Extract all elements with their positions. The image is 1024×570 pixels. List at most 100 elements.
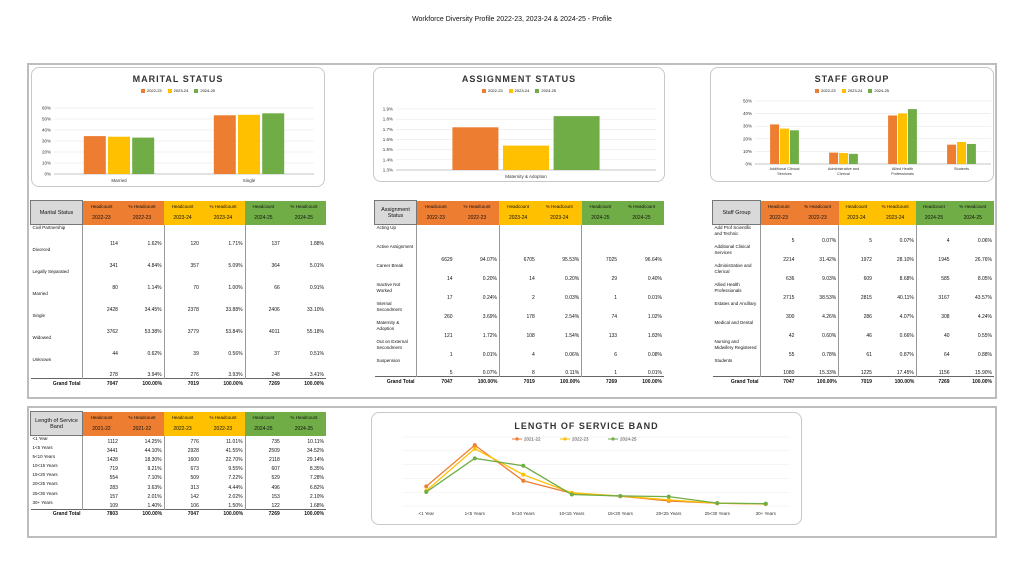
table-row: Add Prof Scientific and Technic 5 0.07% 5 0.…	[713, 224, 995, 244]
x-tick-label: Additional Clinical	[770, 167, 800, 171]
total-cell: 7269	[245, 378, 282, 389]
cell: 10.11%	[307, 438, 324, 445]
column-header: Headcount	[82, 200, 120, 212]
cell: 109	[81, 499, 120, 509]
table-row: Married 2428 34.45% 2378 33.88% 2406 33.10%	[31, 290, 327, 313]
cell: 0.78%	[822, 351, 837, 358]
cell: 1.72%	[482, 332, 497, 339]
cell: 4	[915, 224, 952, 244]
column-header: % Headcount	[796, 200, 839, 212]
cell: 5	[838, 224, 874, 244]
cell: 7.22%	[228, 475, 243, 482]
cell: 1225	[838, 357, 874, 377]
cell: 5	[760, 224, 797, 244]
cell: 0.07%	[899, 237, 914, 244]
column-header: Headcount	[82, 411, 120, 423]
x-tick-label: Clerical	[837, 172, 850, 176]
cell: 153	[244, 490, 282, 500]
row-label: Allied Health Professionals	[714, 281, 742, 293]
cell: 0.40%	[647, 275, 662, 282]
y-tick-label: 50%	[42, 117, 51, 122]
bar	[829, 152, 839, 164]
column-header: Headcount	[760, 200, 797, 212]
data-point	[424, 490, 429, 495]
cell: 15.33%	[819, 370, 837, 376]
table-row: Civil Partnership 114 1.62% 120 1.71% 137 1.88…	[31, 224, 327, 247]
row-label: Active Assignment	[376, 243, 414, 249]
marital-chart-title: MARITAL STATUS	[132, 74, 224, 84]
column-year: 2022-23	[119, 211, 165, 225]
cell: 286	[838, 300, 874, 320]
total-row: Grand Total 7047 100.00% 7019 100.00% 7269 100…	[374, 376, 664, 387]
cell: 53.84%	[225, 328, 243, 335]
table-row: 5<10 Years 1428 18.30% 1600 22.70% 2118 29.14%	[31, 453, 327, 464]
column-header: % Headcount	[281, 411, 326, 423]
data-table: Length of Service Band Headcount% Headcou…	[30, 411, 326, 519]
x-tick-label: 1<5 Years	[465, 511, 486, 516]
row-label: 5<10 Years	[32, 453, 56, 459]
cell: 5.09%	[228, 262, 243, 269]
cell: 121	[415, 319, 455, 339]
column-header: Headcount	[164, 200, 201, 212]
column-header: % Headcount	[119, 200, 165, 212]
table-row: Suspension 5 0.07% 8 0.11% 1 0.01%	[375, 357, 665, 377]
column-header: % Headcount	[873, 200, 917, 212]
total-cell: 100.00%	[454, 376, 500, 387]
y-tick-label: 1.5%	[383, 147, 393, 152]
row-label: Administrative and Clerical	[714, 262, 752, 274]
column-year: 2022-23	[200, 422, 246, 436]
cell: 0.01%	[647, 370, 662, 376]
cell: 26.76%	[975, 256, 992, 263]
cell: 0.60%	[822, 332, 837, 339]
bar	[83, 136, 106, 174]
cell: 2378	[163, 290, 201, 313]
cell: 735	[244, 435, 282, 445]
x-tick-label: 25<30 Years	[705, 511, 731, 516]
cell: 3.69%	[482, 313, 497, 320]
cell: 0.24%	[482, 294, 497, 301]
total-label: Grand Total	[712, 376, 761, 387]
cell: 157	[81, 490, 120, 500]
table-row: 10<15 Years 719 9.21% 673 9.55% 607 8.35%	[31, 463, 327, 473]
table-row: Students 1080 15.33% 1225 17.45% 1156 15.90%	[713, 357, 995, 377]
legend-item: 2022-23	[814, 88, 836, 93]
column-year: 2022-23	[82, 211, 120, 225]
y-tick-label: 1.6%	[383, 137, 393, 142]
table-row: 20<25 Years 283 3.63% 313 4.44% 496 6.82%	[31, 481, 327, 491]
table-title: Marital Status	[30, 200, 83, 225]
legend-marker	[611, 437, 615, 441]
cell: 0.06%	[565, 351, 580, 358]
cell: 106	[163, 499, 201, 509]
column-header: % Headcount	[951, 200, 994, 212]
cell: 3762	[81, 312, 120, 335]
y-tick-label: 30%	[42, 139, 51, 144]
total-cell: 7269	[581, 376, 620, 387]
y-tick-label: 60%	[42, 106, 51, 111]
bar	[839, 153, 848, 164]
bar	[888, 115, 898, 164]
bar	[770, 124, 780, 164]
column-year: 2021-22	[119, 422, 165, 436]
bar	[262, 113, 285, 174]
data-point	[472, 456, 477, 461]
data-point	[569, 492, 574, 497]
cell: 2509	[244, 444, 282, 454]
row-label: Students	[714, 357, 733, 363]
column-header: Headcount	[245, 200, 282, 212]
cell: 39	[163, 334, 201, 357]
column-header: % Headcount	[454, 200, 500, 212]
cell: 70	[163, 268, 201, 291]
cell: 5.01%	[309, 262, 324, 269]
cell: 4011	[244, 312, 282, 335]
data-table: Assignment Status Headcount% Headcount Hea…	[374, 200, 664, 387]
total-cell: 100.00%	[619, 376, 664, 387]
cell: 5	[415, 357, 455, 377]
cell: 585	[915, 262, 952, 282]
table-row: Maternity & Adoption 121 1.72% 108 1.54% 133 1…	[375, 319, 665, 339]
marital-legend: 2022-23 2023-24 2024-25	[32, 88, 324, 93]
cell: 1.68%	[309, 502, 324, 509]
total-cell: 7019	[499, 376, 537, 387]
bar	[780, 128, 789, 164]
table-row: 15<20 Years 554 7.10% 509 7.22% 529 7.28%	[31, 472, 327, 482]
cell: 2.54%	[565, 313, 580, 320]
